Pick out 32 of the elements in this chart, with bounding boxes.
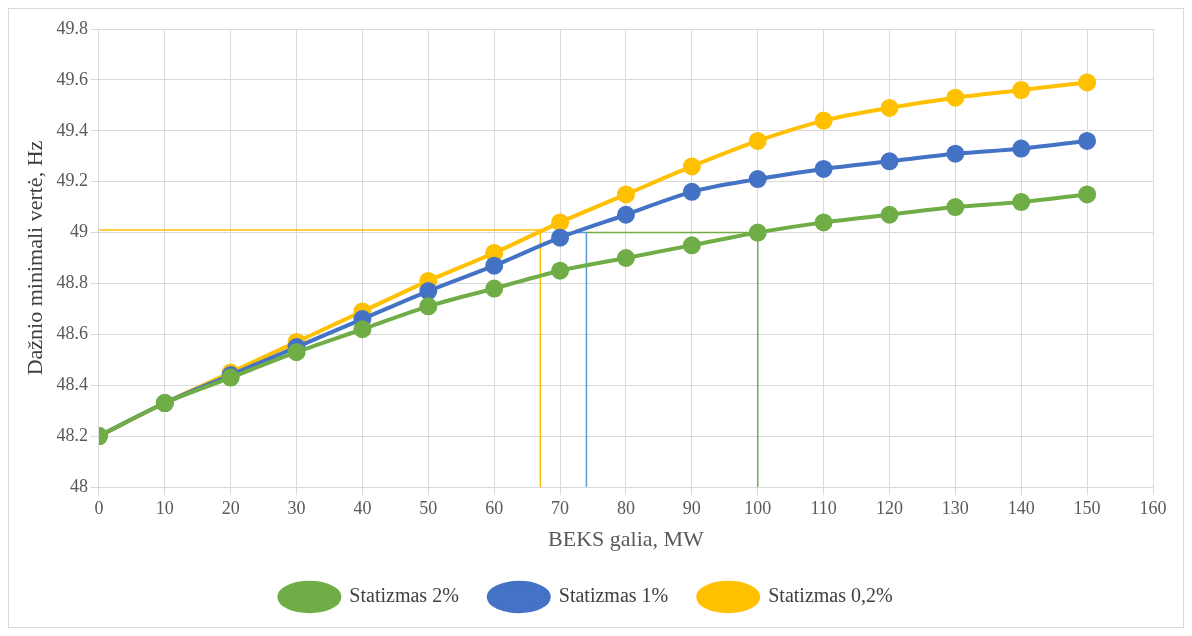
legend-label: Statizmas 0,2% <box>768 584 893 607</box>
x-tick-label: 40 <box>353 497 372 518</box>
x-tick-label: 70 <box>551 497 570 518</box>
y-tick-label: 49.8 <box>56 17 88 38</box>
x-tick-label: 140 <box>1007 497 1035 518</box>
x-tick-label: 110 <box>810 497 837 518</box>
x-tick-label: 160 <box>1139 497 1167 518</box>
x-tick-label: 20 <box>221 497 240 518</box>
y-tick-label: 48.8 <box>56 272 88 293</box>
x-tick-label: 100 <box>744 497 772 518</box>
legend-label: Statizmas 2% <box>349 584 459 607</box>
x-tick-label: 130 <box>941 497 969 518</box>
y-axis-title: Dažnio minimali vertė, Hz <box>21 140 47 376</box>
x-tick-label: 120 <box>875 497 903 518</box>
x-axis-title: BEKS galia, MW <box>548 525 705 551</box>
y-tick-label: 49.4 <box>56 119 88 140</box>
y-tick-label: 49.2 <box>56 170 88 191</box>
x-tick-label: 50 <box>419 497 438 518</box>
y-tick-label: 48.6 <box>56 323 88 344</box>
x-tick-label: 10 <box>155 497 174 518</box>
x-tick-label: 150 <box>1073 497 1101 518</box>
x-tick-label: 90 <box>682 497 701 518</box>
x-tick-label: 60 <box>485 497 504 518</box>
x-tick-label: 0 <box>94 497 104 518</box>
legend-label: Statizmas 1% <box>558 584 669 607</box>
y-tick-label: 49 <box>69 221 88 242</box>
x-tick-label: 30 <box>287 497 306 518</box>
y-tick-label: 49.6 <box>56 68 88 89</box>
y-tick-label: 48 <box>69 475 88 496</box>
x-tick-label: 80 <box>616 497 635 518</box>
y-tick-label: 48.4 <box>56 373 88 394</box>
y-tick-label: 48.2 <box>56 424 88 445</box>
